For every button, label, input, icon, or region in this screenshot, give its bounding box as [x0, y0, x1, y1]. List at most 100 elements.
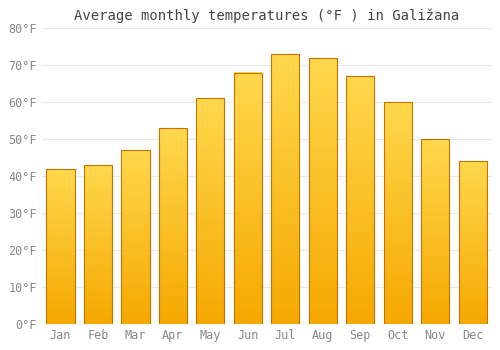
Bar: [196, 117, 224, 119]
Bar: [159, 314, 187, 316]
Bar: [84, 216, 112, 217]
Bar: [459, 289, 487, 291]
Bar: [159, 161, 187, 163]
Bar: [84, 187, 112, 189]
Bar: [159, 310, 187, 312]
Bar: [46, 228, 74, 229]
Bar: [309, 135, 337, 138]
Bar: [122, 244, 150, 246]
Bar: [234, 203, 262, 206]
Bar: [122, 287, 150, 289]
Bar: [272, 178, 299, 181]
Bar: [459, 306, 487, 308]
Bar: [346, 138, 374, 141]
Bar: [459, 293, 487, 295]
Bar: [84, 289, 112, 290]
Bar: [422, 233, 450, 235]
Bar: [309, 300, 337, 302]
Bar: [346, 274, 374, 277]
Bar: [459, 189, 487, 190]
Bar: [234, 311, 262, 314]
Bar: [384, 197, 412, 199]
Bar: [159, 191, 187, 192]
Bar: [422, 209, 450, 211]
Bar: [384, 109, 412, 111]
Bar: [122, 219, 150, 221]
Bar: [309, 217, 337, 220]
Bar: [84, 222, 112, 224]
Bar: [309, 228, 337, 231]
Bar: [234, 83, 262, 85]
Bar: [84, 168, 112, 170]
Bar: [84, 219, 112, 220]
Bar: [459, 275, 487, 276]
Bar: [196, 243, 224, 245]
Bar: [84, 195, 112, 197]
Bar: [272, 86, 299, 89]
Bar: [234, 153, 262, 155]
Bar: [422, 161, 450, 163]
Bar: [346, 163, 374, 165]
Bar: [346, 225, 374, 227]
Bar: [309, 313, 337, 316]
Bar: [84, 198, 112, 200]
Bar: [159, 306, 187, 308]
Bar: [159, 290, 187, 293]
Bar: [196, 288, 224, 290]
Bar: [459, 294, 487, 296]
Bar: [84, 287, 112, 289]
Bar: [196, 256, 224, 258]
Bar: [196, 315, 224, 317]
Bar: [309, 223, 337, 225]
Bar: [122, 232, 150, 233]
Bar: [84, 271, 112, 273]
Bar: [46, 241, 74, 243]
Bar: [122, 169, 150, 171]
Bar: [459, 249, 487, 251]
Bar: [459, 270, 487, 272]
Bar: [234, 251, 262, 253]
Bar: [422, 139, 450, 324]
Bar: [309, 308, 337, 310]
Bar: [159, 318, 187, 320]
Bar: [84, 186, 112, 187]
Bar: [309, 201, 337, 204]
Bar: [196, 299, 224, 301]
Bar: [196, 258, 224, 261]
Bar: [459, 280, 487, 281]
Bar: [459, 228, 487, 230]
Bar: [159, 281, 187, 283]
Bar: [159, 238, 187, 240]
Bar: [346, 267, 374, 270]
Bar: [272, 68, 299, 70]
Bar: [46, 301, 74, 302]
Bar: [309, 310, 337, 313]
Bar: [84, 220, 112, 222]
Bar: [384, 290, 412, 293]
Bar: [159, 196, 187, 198]
Bar: [346, 314, 374, 316]
Bar: [46, 319, 74, 321]
Bar: [422, 182, 450, 183]
Bar: [384, 169, 412, 171]
Bar: [234, 113, 262, 115]
Bar: [159, 165, 187, 167]
Bar: [159, 206, 187, 208]
Bar: [309, 247, 337, 249]
Bar: [84, 262, 112, 264]
Bar: [272, 167, 299, 170]
Bar: [159, 179, 187, 181]
Bar: [196, 148, 224, 150]
Bar: [234, 256, 262, 258]
Bar: [46, 235, 74, 237]
Bar: [384, 160, 412, 162]
Bar: [234, 163, 262, 166]
Bar: [346, 76, 374, 79]
Bar: [346, 98, 374, 101]
Bar: [272, 138, 299, 140]
Bar: [384, 259, 412, 262]
Bar: [234, 133, 262, 135]
Bar: [46, 274, 74, 276]
Bar: [122, 155, 150, 157]
Bar: [159, 153, 187, 155]
